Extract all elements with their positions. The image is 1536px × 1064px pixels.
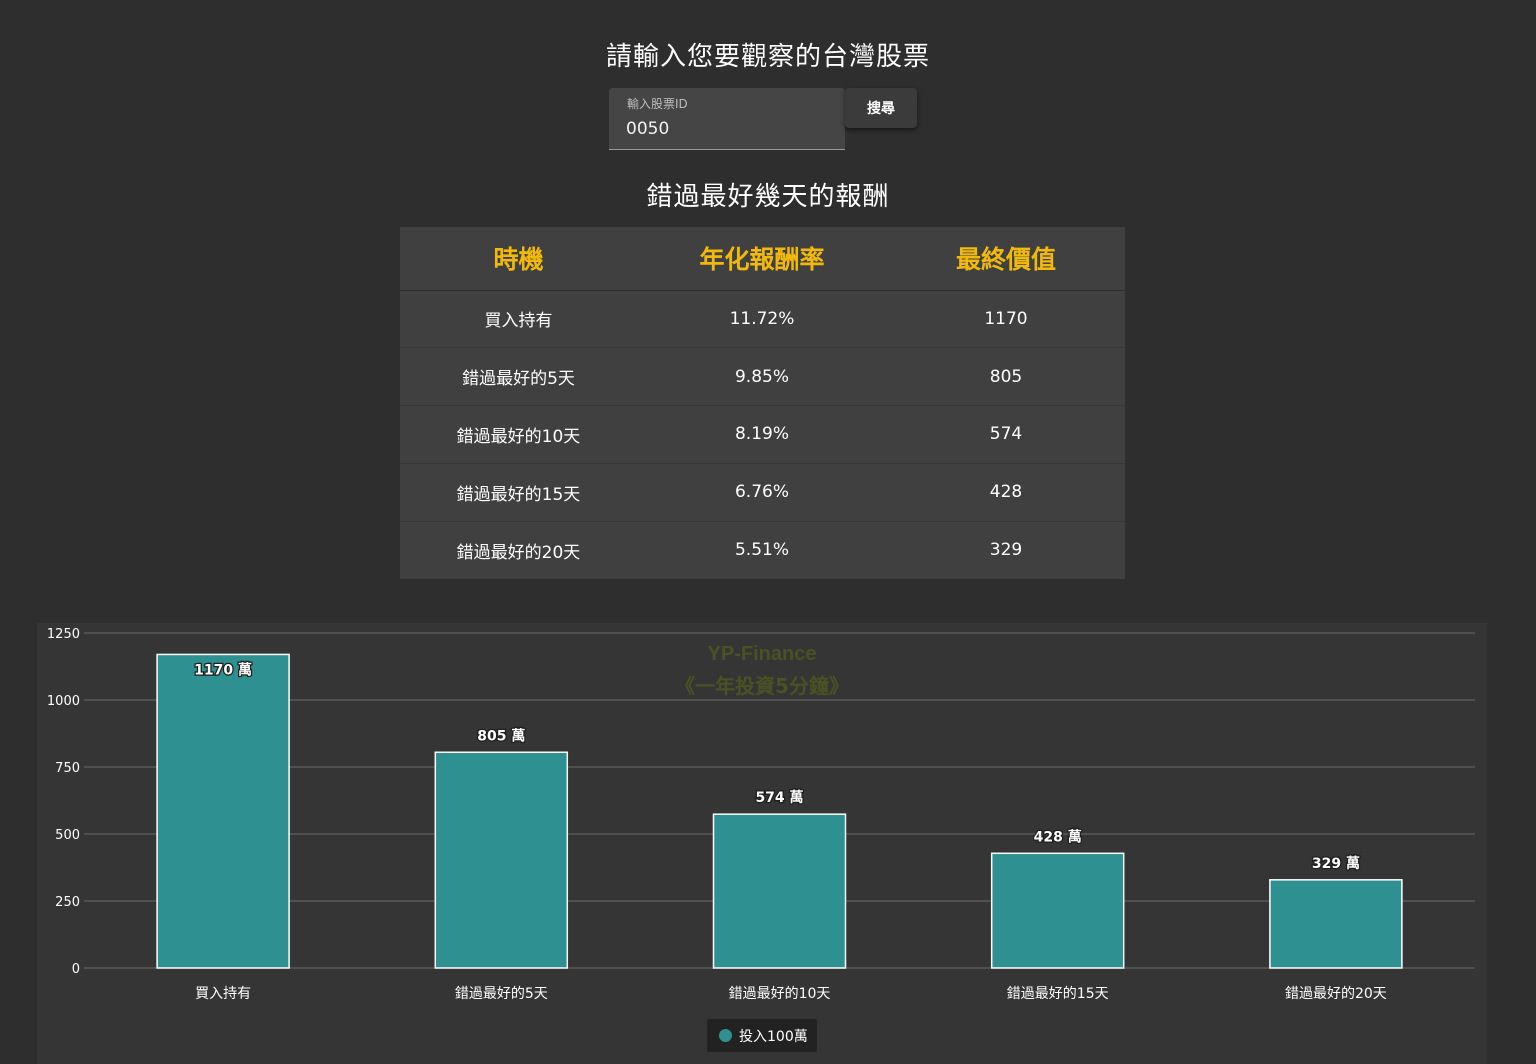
table-row: 錯過最好的10天 8.19% 574	[400, 405, 1125, 464]
bar-data-label: 574 萬	[755, 789, 803, 806]
bar	[156, 653, 290, 969]
page-title: 請輸入您要觀察的台灣股票	[605, 42, 930, 72]
column-header-final-value: 最終價值	[887, 227, 1125, 291]
x-tick-label: 錯過最好的20天	[1285, 986, 1387, 1002]
bar	[434, 751, 569, 969]
stock-id-input[interactable]	[626, 116, 826, 142]
table-cell-final-value: 428	[887, 463, 1125, 522]
returns-table: 時機 年化報酬率 最終價值 買入持有 11.72% 1170 錯過最好的5天 9…	[400, 227, 1125, 579]
watermark-title: YP-Finance	[708, 643, 817, 665]
bar-data-label: 805 萬	[477, 727, 525, 744]
bar-data-label: 428 萬	[1034, 828, 1082, 845]
column-header-annual-return: 年化報酬率	[637, 227, 887, 291]
table-row: 錯過最好的5天 9.85% 805	[400, 347, 1125, 407]
table-row: 錯過最好的15天 6.76% 428	[400, 463, 1125, 522]
table-cell-annual-return: 5.51%	[734, 540, 789, 561]
y-tick-label: 750	[55, 761, 80, 776]
bar-data-label: 1170 萬	[194, 661, 252, 678]
table-cell-timing: 錯過最好的5天	[400, 347, 637, 407]
table-cell-timing: 錯過最好的10天	[400, 405, 637, 464]
table-cell-annual-return: 8.19%	[637, 405, 887, 464]
table-header-row: 時機 年化報酬率 最終價值	[400, 227, 1125, 291]
table-cell-final-value: 329	[989, 540, 1023, 561]
table-cell-annual-return: 6.76%	[637, 463, 887, 522]
column-header-timing: 時機	[400, 227, 637, 291]
table-cell-final-value: 574	[887, 405, 1125, 464]
y-tick-label: 500	[55, 828, 80, 843]
bar-data-label: 329 萬	[1312, 855, 1360, 872]
bar-chart-panel: 0 250 500 750 1000 1250 YP-Finance 《一年投資5分鐘》 …	[37, 623, 1487, 1064]
table-cell-annual-return: 11.72%	[637, 290, 887, 349]
x-tick-label: 錯過最好的5天	[455, 986, 548, 1002]
x-tick-label: 錯過最好的15天	[1007, 986, 1109, 1002]
x-tick-label: 買入持有	[195, 986, 251, 1002]
bar	[990, 852, 1125, 969]
table-row: 買入持有 11.72% 1170	[400, 290, 1125, 349]
search-button[interactable]: 搜尋	[845, 88, 917, 128]
x-tick-label: 錯過最好的10天	[729, 986, 831, 1002]
chart-watermark: YP-Finance 《一年投資5分鐘》	[675, 643, 849, 698]
y-tick-label: 0	[72, 962, 80, 977]
table-row: 錯過最好的20天 5.51% 329	[400, 521, 1125, 579]
table-cell-annual-return: 9.85%	[637, 347, 887, 407]
y-tick-label: 1000	[47, 694, 80, 709]
y-tick-label: 250	[55, 895, 80, 910]
table-cell-timing: 錯過最好的15天	[400, 463, 637, 522]
legend-swatch	[719, 1029, 732, 1042]
chart-legend[interactable]: 投入100萬	[707, 1019, 817, 1052]
bar	[712, 813, 847, 969]
stock-id-field-label: 輸入股票ID	[627, 97, 688, 111]
watermark-subtitle: 《一年投資5分鐘》	[675, 674, 849, 698]
table-cell-final-value: 1170	[887, 290, 1125, 349]
table-cell-final-value: 805	[887, 347, 1125, 407]
table-cell-timing: 錯過最好的20天	[456, 542, 581, 563]
y-tick-label: 1250	[47, 627, 80, 642]
legend-label: 投入100萬	[739, 1029, 808, 1045]
table-cell-timing: 買入持有	[400, 290, 637, 349]
bar	[1269, 879, 1403, 969]
returns-section-title: 錯過最好幾天的報酬	[646, 182, 890, 212]
stock-id-field[interactable]: 輸入股票ID	[609, 88, 845, 150]
chart-bars	[156, 653, 1403, 969]
